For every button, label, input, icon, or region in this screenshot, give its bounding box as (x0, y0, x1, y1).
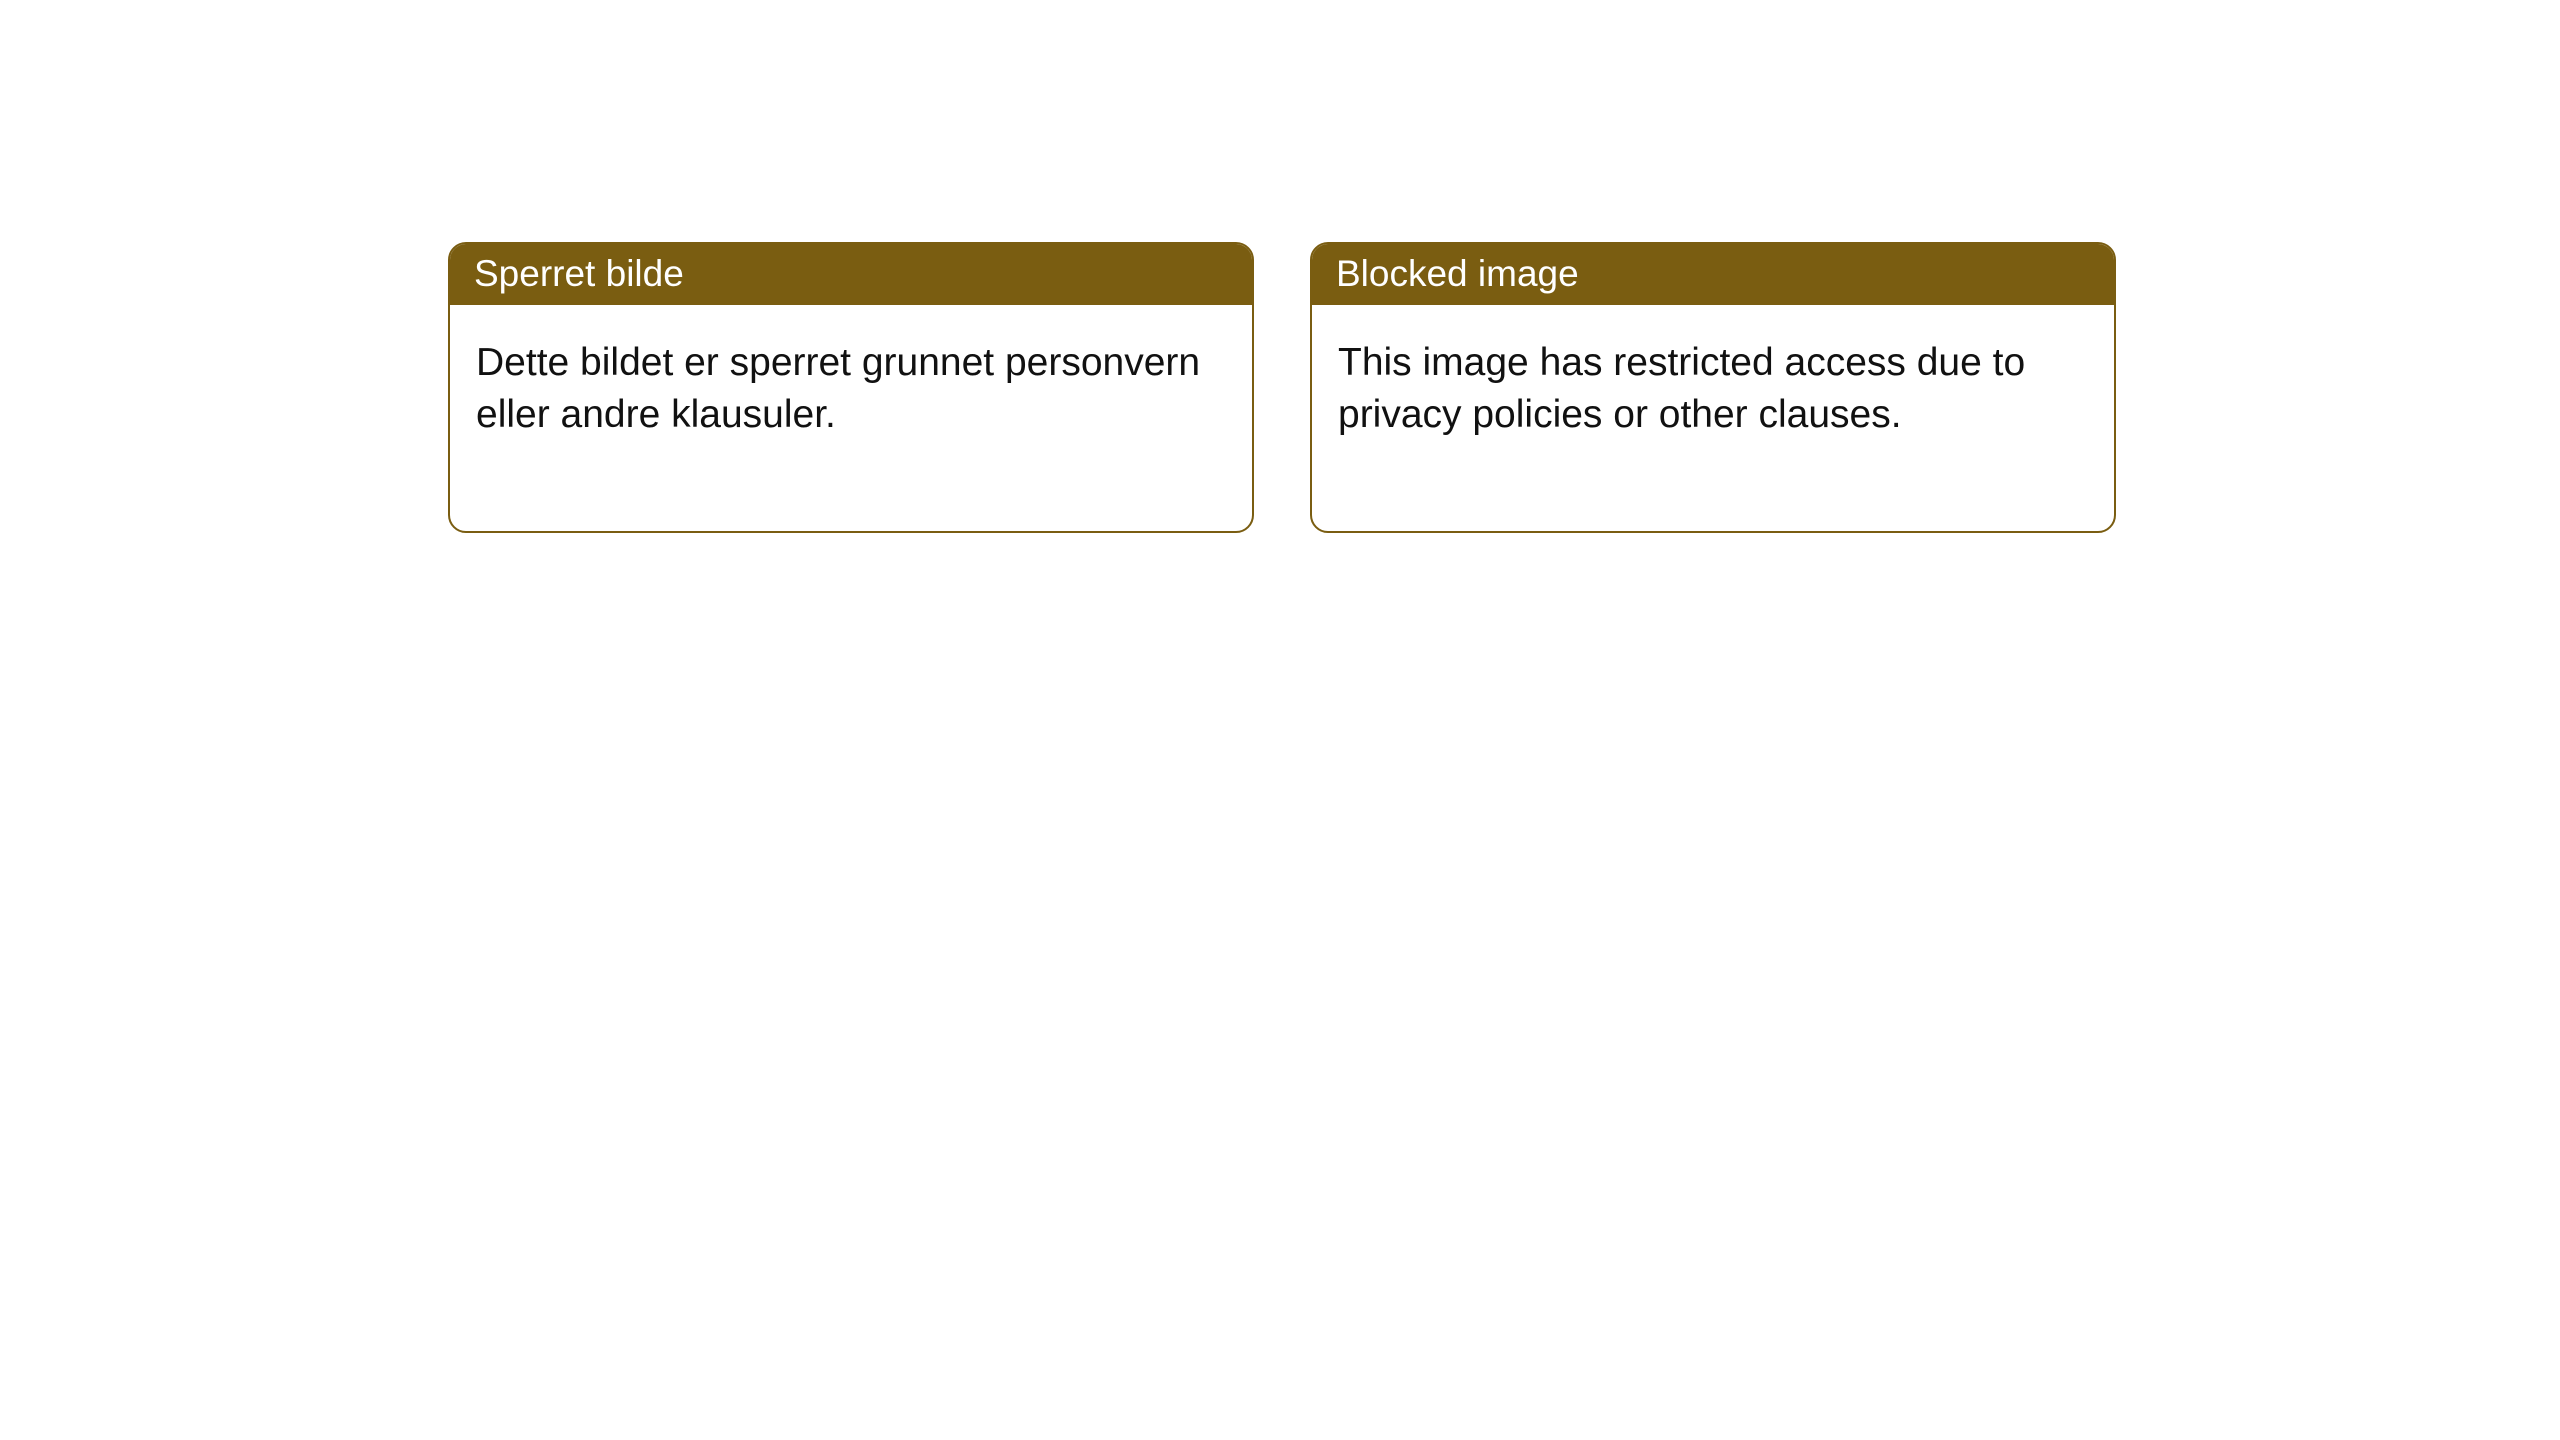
notice-container: Sperret bilde Dette bildet er sperret gr… (0, 0, 2560, 533)
notice-header: Blocked image (1312, 244, 2114, 305)
notice-header: Sperret bilde (450, 244, 1252, 305)
notice-body: Dette bildet er sperret grunnet personve… (450, 305, 1252, 531)
notice-body: This image has restricted access due to … (1312, 305, 2114, 531)
notice-card-norwegian: Sperret bilde Dette bildet er sperret gr… (448, 242, 1254, 533)
notice-card-english: Blocked image This image has restricted … (1310, 242, 2116, 533)
